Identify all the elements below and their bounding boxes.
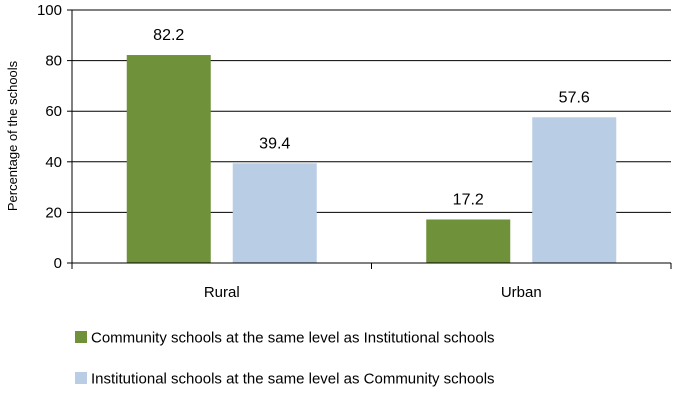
bar-urban-series-2 [532,117,617,263]
data-label: 57.6 [559,89,590,106]
legend: Community schools at the same level as I… [75,330,495,388]
axes [67,9,672,269]
legend-label: Institutional schools at the same level … [91,371,495,388]
y-tick-label: 60 [45,103,62,120]
x-tick-label: Urban [501,284,542,301]
data-label: 39.4 [259,135,290,152]
bar-rural-series-1 [126,55,211,264]
data-label: 82.2 [153,27,184,44]
data-label: 17.2 [453,191,484,208]
legend-swatch [75,331,87,343]
y-tick-label: 80 [45,53,62,70]
legend-label: Community schools at the same level as I… [91,330,495,347]
y-tick-label: 40 [45,154,62,171]
y-tick-label: 0 [54,255,62,272]
labels: 0 20 40 60 80 100 Rural 82.2 39.4 Urban 17.2 57.6 [37,2,590,301]
legend-swatch [75,372,87,384]
bar-urban-series-1 [426,219,511,263]
y-tick-label: 20 [45,204,62,221]
y-tick-label: 100 [37,2,62,19]
y-axis-label: Percentage of the schools [5,60,20,211]
bars [126,55,617,264]
x-tick-label: Rural [204,284,240,301]
bar-rural-series-2 [232,163,317,263]
